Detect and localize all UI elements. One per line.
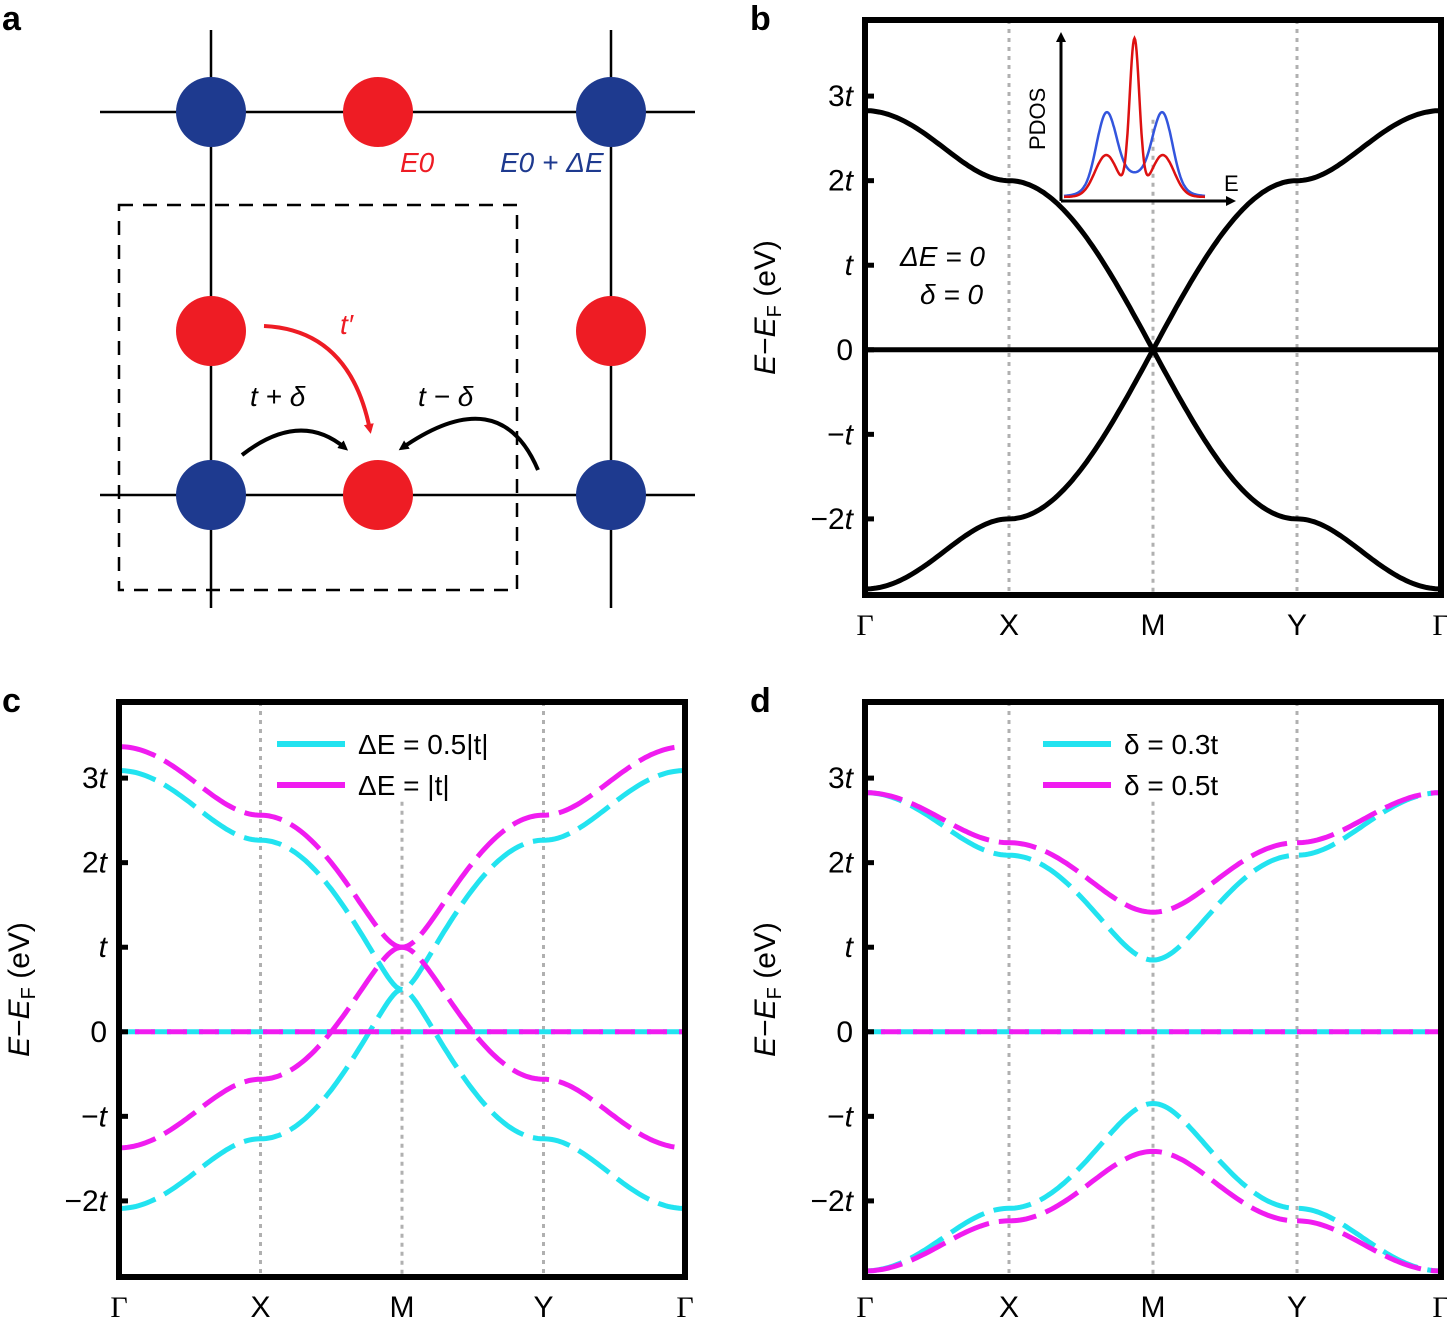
legend-label-1: ΔE = |t|: [358, 770, 450, 801]
red-site: [343, 77, 413, 147]
blue-site: [176, 460, 246, 530]
x-tick-label: X: [999, 1291, 1019, 1317]
pdos-inset: PDOS E: [1025, 32, 1239, 206]
y-tick-label: 3t: [828, 80, 855, 113]
y-tick-label: 3t: [82, 762, 109, 795]
band-lower: [119, 944, 685, 1151]
inset-ylabel: PDOS: [1025, 88, 1050, 150]
red-site: [176, 296, 246, 366]
y-axis-label: E−EF (eV): [749, 922, 786, 1057]
panel-letter-b: b: [750, 0, 771, 38]
x-tick-label: Γ: [676, 1291, 693, 1317]
band-upper: [864, 790, 1442, 963]
panel-letter-c: c: [2, 682, 21, 720]
label-t-plus-delta: t + δ: [250, 381, 306, 412]
pdos-blue-curve: [1063, 110, 1206, 198]
blue-site: [576, 460, 646, 530]
y-tick-label: −2t: [810, 1185, 854, 1218]
panel-d-band-structure: d 3t 2t t 0 −t −2t Γ X M Y Γ E−EF (eV) δ = 0.3t δ =…: [749, 682, 1447, 1317]
label-e0: E0: [400, 147, 435, 178]
x-tick-label: M: [1141, 1291, 1166, 1317]
band-upper: [864, 790, 1442, 915]
y-tick-label: 2t: [828, 165, 855, 198]
x-tick-label: M: [390, 1291, 415, 1317]
panel-letter-d: d: [750, 682, 771, 720]
legend-label-0: δ = 0.3t: [1124, 729, 1218, 760]
legend-label-1: δ = 0.5t: [1124, 770, 1218, 801]
label-tprime: t′: [340, 309, 355, 340]
label-e0-plus-de: E0 + ΔE: [500, 147, 604, 178]
y-tick-label: t: [845, 249, 855, 282]
red-site: [343, 460, 413, 530]
x-tick-label: X: [250, 1291, 270, 1317]
x-tick-label: Γ: [1432, 1291, 1447, 1317]
plot-frame: [116, 699, 688, 1280]
x-tick-label: Y: [1287, 609, 1307, 642]
plot-c: 3t 2t t 0 −t −2t Γ X M Y Γ E−EF (eV): [3, 699, 694, 1317]
x-tick-label: Y: [1287, 1291, 1307, 1317]
hop-arrow-t-plus-delta: [240, 428, 349, 457]
y-axis-label: E−EF (eV): [3, 922, 40, 1057]
legend-c: ΔE = 0.5|t| ΔE = |t|: [277, 729, 489, 801]
y-tick-label: 2t: [82, 847, 109, 880]
x-tick-label: Γ: [110, 1291, 127, 1317]
hop-arrow-tprime: [263, 324, 374, 434]
band-lower: [865, 1148, 1441, 1274]
red-site: [576, 296, 646, 366]
x-tick-label: Γ: [856, 1291, 873, 1317]
plot-frame: [862, 699, 1444, 1280]
x-tick-label: M: [1141, 609, 1166, 642]
blue-site: [176, 77, 246, 147]
y-axis-label: E−EF (eV): [749, 240, 786, 375]
label-t-minus-delta: t − δ: [418, 381, 474, 412]
y-tick-label: 2t: [828, 847, 855, 880]
blue-site: [576, 77, 646, 147]
panel-letter-a: a: [2, 0, 22, 38]
x-tick-label: Γ: [856, 609, 873, 642]
inset-xlabel: E: [1224, 171, 1239, 196]
x-tick-label: Γ: [1432, 609, 1447, 642]
annotation-delta: δ = 0: [920, 279, 983, 310]
plot-frame: [862, 17, 1444, 598]
panel-a-lattice-schematic: a E0 E0 + ΔE t′ t: [2, 0, 695, 608]
pdos-red-curve: [1064, 35, 1205, 199]
annotation-de: ΔE = 0: [899, 241, 985, 272]
x-tick-label: Y: [533, 1291, 553, 1317]
band-lower: [865, 1100, 1441, 1274]
legend-label-0: ΔE = 0.5|t|: [358, 729, 489, 760]
plot-b: 3t 2t t 0 −t −2t Γ X M Y Γ E−EF (eV): [749, 17, 1447, 642]
y-tick-label: 0: [836, 1016, 853, 1049]
legend-d: δ = 0.3t δ = 0.5t: [1043, 729, 1218, 801]
x-tick-label: X: [999, 609, 1019, 642]
y-tick-label: 0: [836, 334, 853, 367]
unit-cell-dashed-box: [117, 203, 519, 592]
y-tick-label: t: [845, 931, 855, 964]
y-tick-label: 3t: [828, 762, 855, 795]
y-tick-label: t: [99, 931, 109, 964]
y-tick-label: −t: [81, 1100, 109, 1133]
y-tick-label: −t: [827, 418, 855, 451]
hop-arrow-t-minus-delta: [398, 416, 540, 471]
y-tick-label: −2t: [64, 1185, 108, 1218]
y-tick-label: −2t: [810, 503, 854, 536]
band-lower: [118, 986, 686, 1211]
y-tick-label: 0: [90, 1016, 107, 1049]
panel-b-band-structure: b 3t 2t t 0 −t −2t Γ X M Y Γ E−EF (eV) ΔE = 0 δ = 0…: [749, 0, 1447, 642]
plot-d: 3t 2t t 0 −t −2t Γ X M Y Γ E−EF (eV): [749, 699, 1447, 1317]
panel-c-band-structure: c 3t 2t t 0 −t −2t Γ X M Y Γ E−EF (eV) ΔE = 0.5|t| …: [2, 682, 694, 1317]
y-tick-label: −t: [827, 1100, 855, 1133]
